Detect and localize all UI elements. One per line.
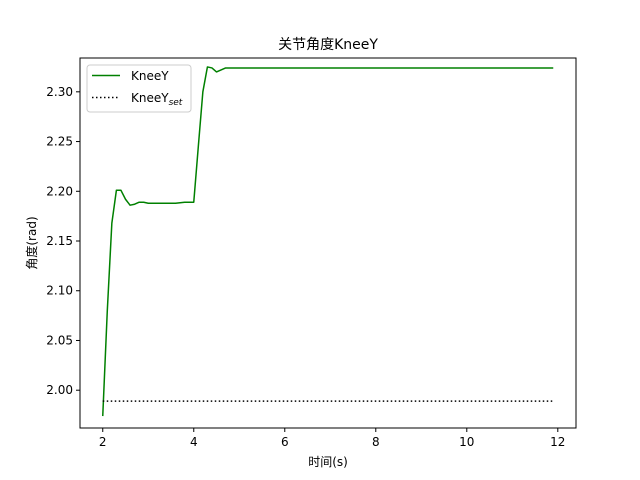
y-tick-label: 2.15 [46, 234, 73, 248]
y-tick-label: 2.30 [46, 85, 73, 99]
y-tick-label: 2.25 [46, 135, 73, 149]
y-tick-label: 2.20 [46, 184, 73, 198]
x-tick-label: 10 [459, 435, 474, 449]
legend-label-1: KneeYset [131, 91, 183, 108]
legend: KneeY KneeYset [86, 64, 192, 113]
x-tick-label: 6 [281, 435, 289, 449]
chart-title: 关节角度KneeY [278, 37, 378, 53]
x-tick-label: 12 [550, 435, 565, 449]
x-tick-label: 2 [99, 435, 107, 449]
legend-box [86, 64, 192, 113]
legend-label-0: KneeY [131, 69, 169, 83]
y-axis-title: 角度(rad) [24, 216, 39, 269]
x-axis: 2 4 6 8 10 12 [99, 428, 565, 449]
y-axis: 2.00 2.05 2.10 2.15 2.20 2.25 2.30 [46, 85, 80, 397]
y-tick-label: 2.05 [46, 333, 73, 347]
plot-area [102, 66, 554, 417]
axes-frame [79, 57, 577, 429]
x-axis-title: 时间(s) [308, 455, 348, 469]
y-tick-label: 2.10 [46, 284, 73, 298]
series-line-0 [102, 66, 554, 417]
y-tick-label: 2.00 [46, 383, 73, 397]
x-tick-label: 8 [372, 435, 380, 449]
x-tick-label: 4 [190, 435, 198, 449]
